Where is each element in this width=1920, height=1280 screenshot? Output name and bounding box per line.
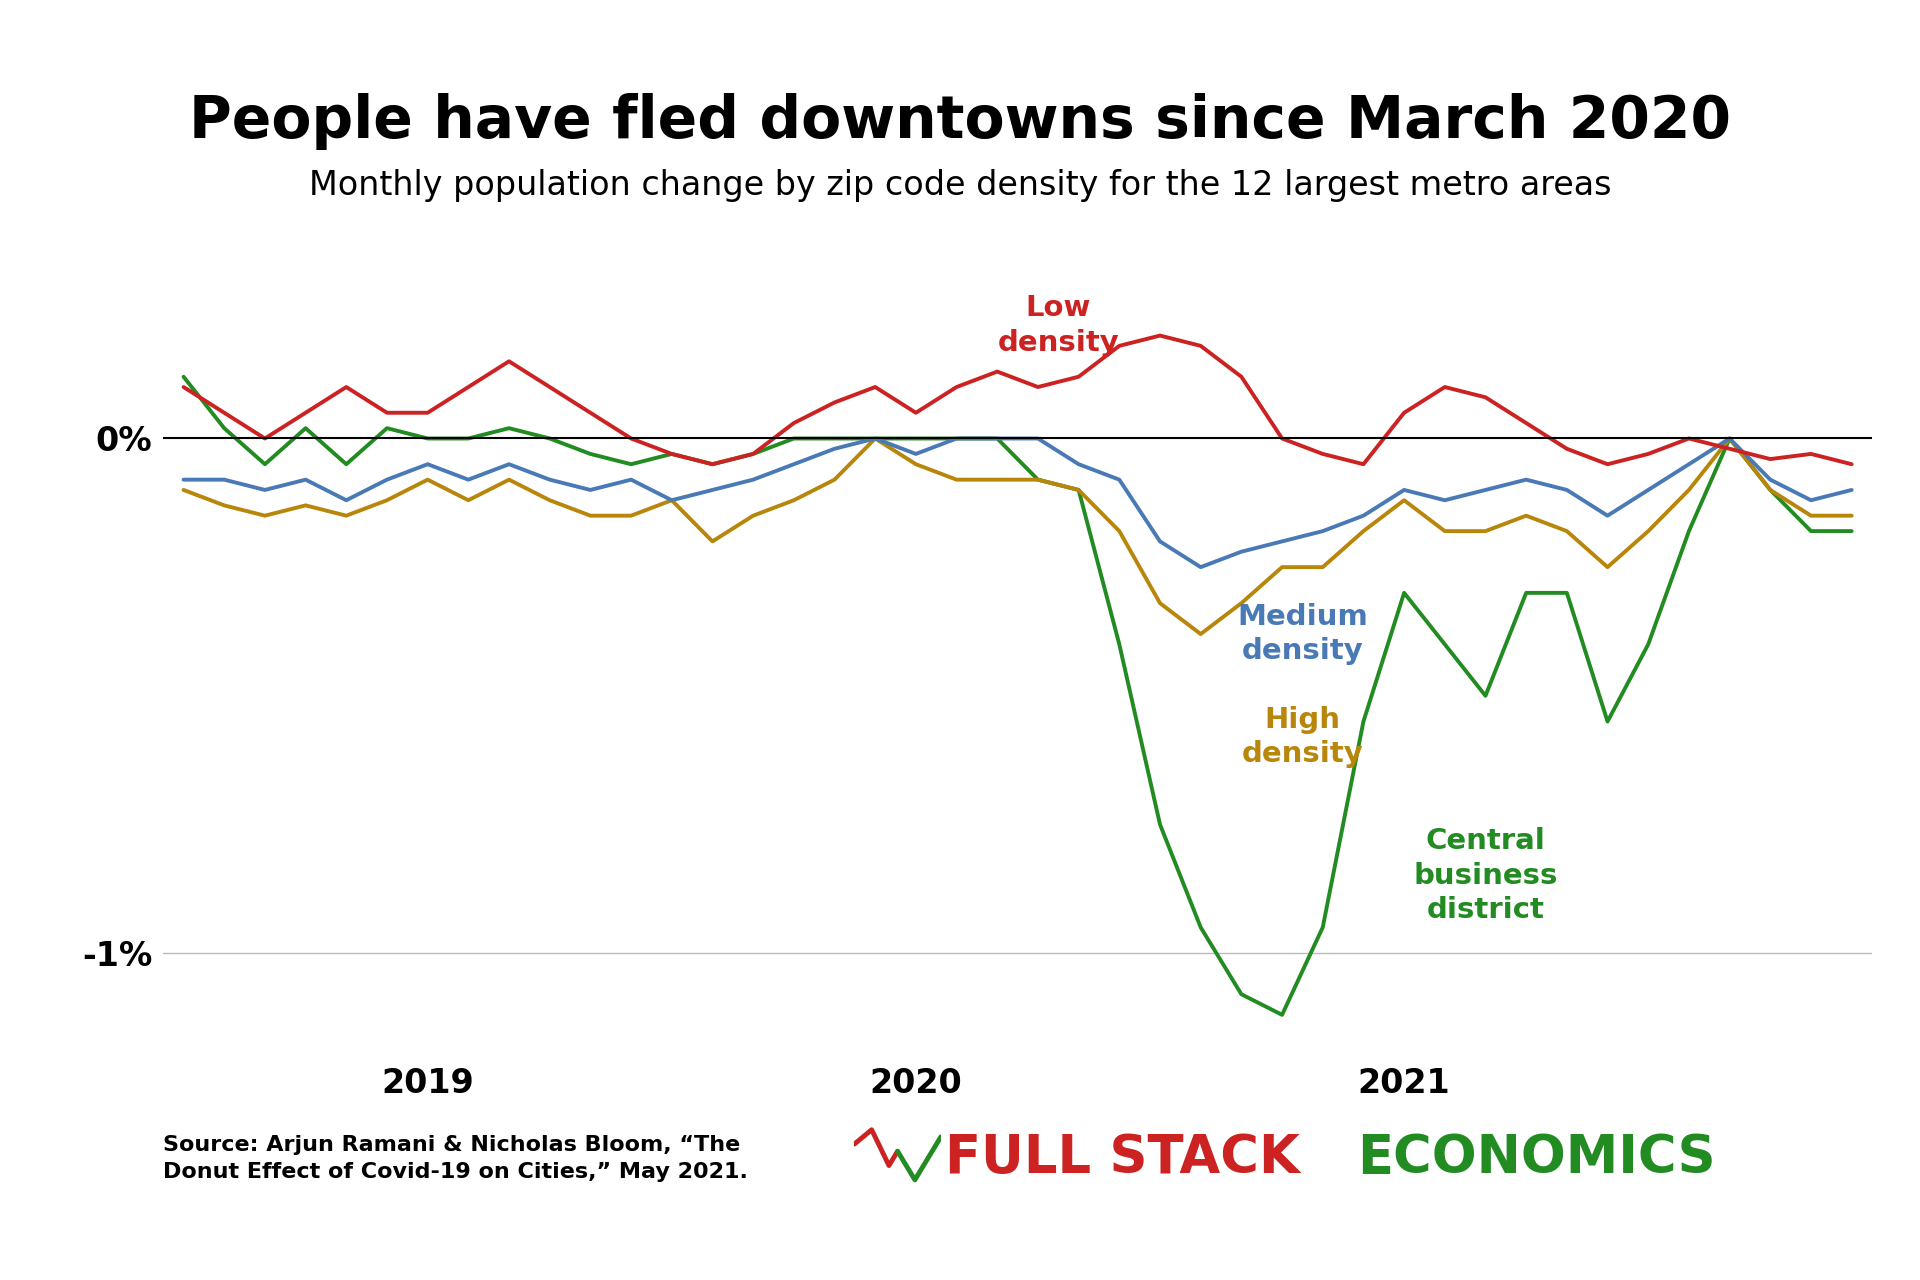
Text: Medium
density: Medium density (1236, 603, 1367, 666)
Text: Source: Arjun Ramani & Nicholas Bloom, “The
Donut Effect of Covid-19 on Cities,”: Source: Arjun Ramani & Nicholas Bloom, “… (163, 1135, 749, 1181)
Text: Monthly population change by zip code density for the 12 largest metro areas: Monthly population change by zip code de… (309, 169, 1611, 202)
Text: High
density: High density (1242, 705, 1363, 768)
Text: People have fled downtowns since March 2020: People have fled downtowns since March 2… (188, 93, 1732, 150)
Text: Low
density: Low density (996, 294, 1119, 357)
Text: FULL STACK: FULL STACK (945, 1133, 1300, 1184)
Text: Central
business
district: Central business district (1413, 827, 1557, 924)
Text: ECONOMICS: ECONOMICS (1357, 1133, 1716, 1184)
